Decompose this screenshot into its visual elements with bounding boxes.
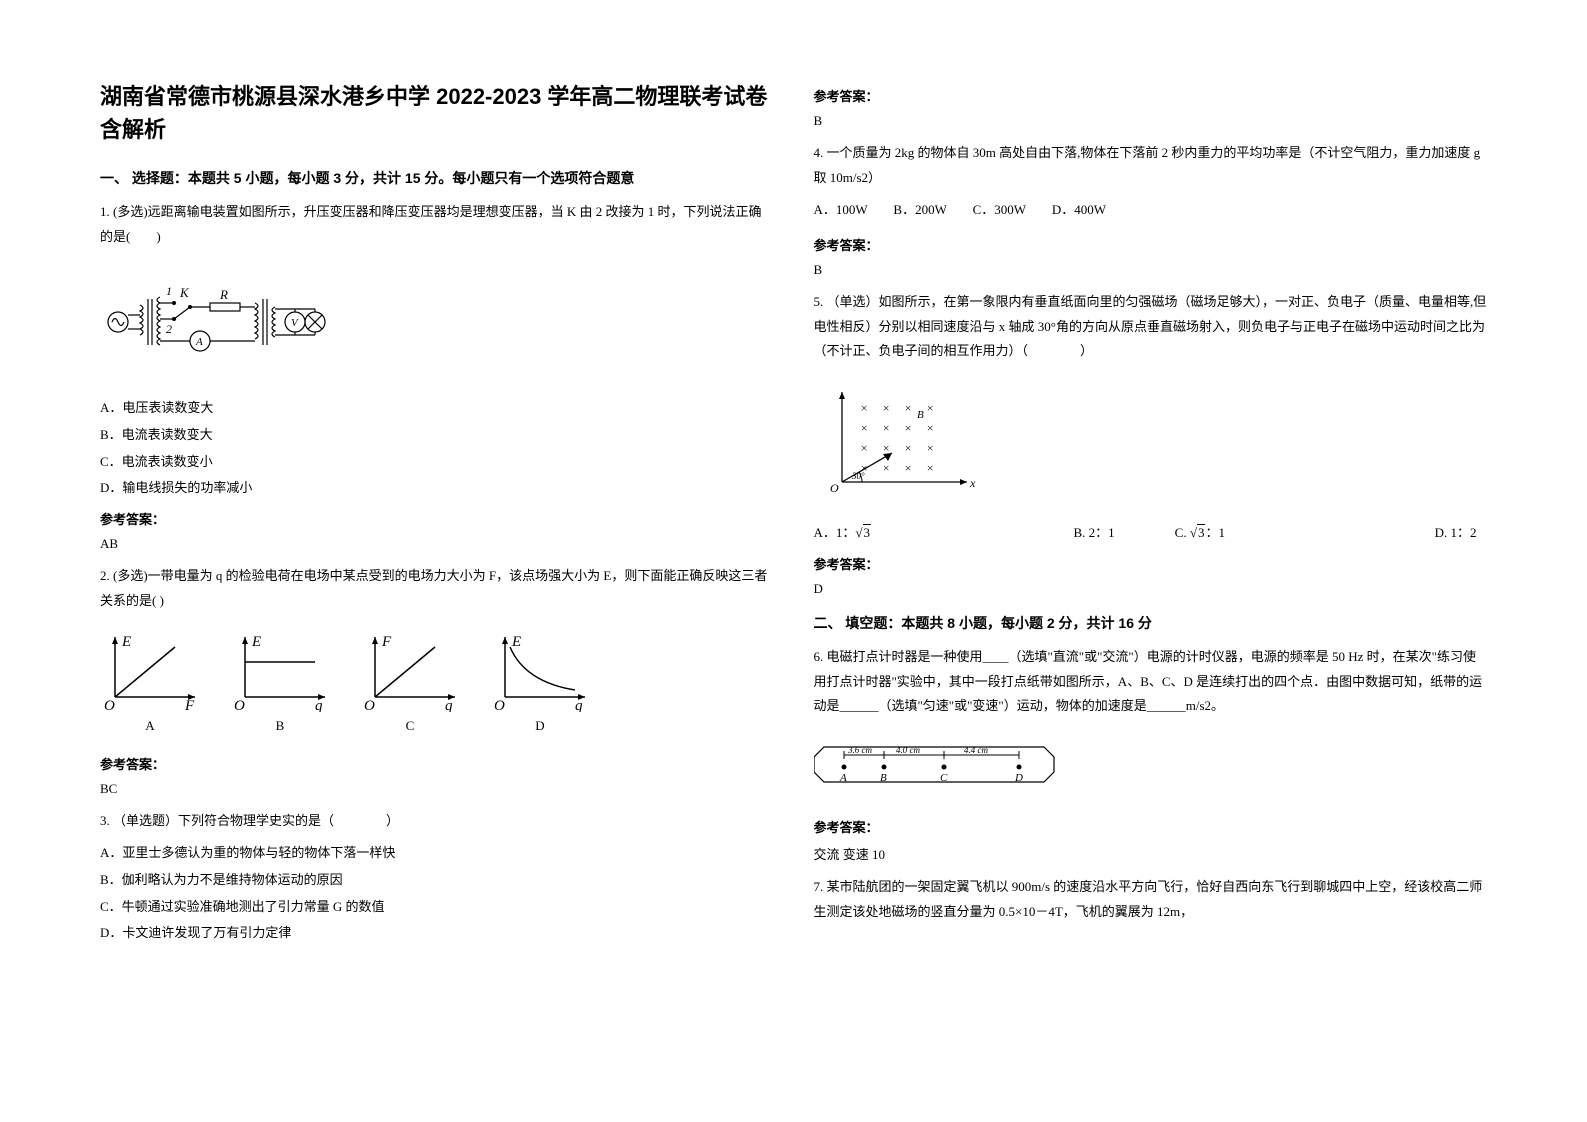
tape-d1: 3.6 cm bbox=[847, 745, 872, 755]
q3-answer-label: 参考答案： bbox=[814, 86, 1488, 105]
graph-d-x: q bbox=[575, 698, 583, 712]
tape-b: B bbox=[880, 772, 887, 784]
q5-answer: D bbox=[814, 581, 1488, 597]
switch-k-label: K bbox=[179, 285, 190, 300]
q5-stem: 5. （单选）如图所示，在第一象限内有垂直纸面向里的匀强磁场（磁场足够大），一对… bbox=[814, 290, 1488, 364]
svg-text:O: O bbox=[830, 481, 839, 495]
graph-c-label: C bbox=[406, 718, 415, 734]
tape-d2: 4.0 cm bbox=[896, 745, 920, 755]
svg-text:O: O bbox=[234, 698, 245, 712]
svg-text:×: × bbox=[926, 461, 934, 475]
section-1-header: 一、 选择题：本题共 5 小题，每小题 3 分，共计 15 分。每小题只有一个选… bbox=[100, 168, 774, 188]
q6-figure: A B C D 3.6 cm 4.0 cm 4.4 cm bbox=[814, 737, 1488, 797]
svg-text:×: × bbox=[860, 401, 868, 415]
q6-answer-label: 参考答案： bbox=[814, 817, 1488, 836]
svg-text:O: O bbox=[364, 698, 375, 712]
q5-answer-label: 参考答案： bbox=[814, 554, 1488, 573]
q5-opt-a: A．1：√3 bbox=[814, 521, 1014, 546]
svg-text:×: × bbox=[904, 461, 912, 475]
q6-answer: 交流 变速 10 bbox=[814, 844, 1488, 863]
field-b-label: B bbox=[917, 409, 924, 421]
q5-opt-b: B. 2：1 bbox=[1074, 521, 1115, 546]
graph-b-label: B bbox=[276, 718, 285, 734]
page-title: 湖南省常德市桃源县深水港乡中学 2022-2023 学年高二物理联考试卷含解析 bbox=[100, 80, 774, 146]
q1-opt-c: C．电流表读数变小 bbox=[100, 450, 774, 475]
q1-figure: 1 2 K R A V bbox=[100, 267, 774, 382]
graph-c-x: q bbox=[445, 698, 453, 712]
q5-opt-d: D. 1：2 bbox=[1435, 521, 1477, 546]
q7-stem: 7. 某市陆航团的一架固定翼飞机以 900m/s 的速度沿水平方向飞行，恰好自西… bbox=[814, 875, 1488, 924]
svg-text:×: × bbox=[926, 441, 934, 455]
svg-text:×: × bbox=[860, 421, 868, 435]
q2-stem: 2. (多选)一带电量为 q 的检验电荷在电场中某点受到的电场力大小为 F，该点… bbox=[100, 564, 774, 613]
left-column: 湖南省常德市桃源县深水港乡中学 2022-2023 学年高二物理联考试卷含解析 … bbox=[100, 80, 774, 1042]
tape-d: D bbox=[1014, 772, 1023, 784]
svg-text:O: O bbox=[104, 698, 115, 712]
q2-answer: BC bbox=[100, 781, 774, 797]
q4-answer: B bbox=[814, 262, 1488, 278]
ammeter-label: A bbox=[195, 336, 203, 348]
svg-text:×: × bbox=[882, 441, 890, 455]
q2-figure: E F O A E q O B bbox=[100, 632, 774, 734]
q3-stem: 3. （单选题）下列符合物理学史实的是（ ） bbox=[100, 809, 774, 834]
svg-text:×: × bbox=[904, 421, 912, 435]
graph-a-y: E bbox=[121, 634, 131, 650]
tap-2-label: 2 bbox=[166, 322, 172, 336]
q3-opt-a: A．亚里士多德认为重的物体与轻的物体下落一样快 bbox=[100, 841, 774, 866]
svg-text:×: × bbox=[860, 441, 868, 455]
right-column: 参考答案： B 4. 一个质量为 2kg 的物体自 30m 高处自由下落,物体在… bbox=[814, 80, 1488, 1042]
q3-opt-c: C．牛顿通过实验准确地测出了引力常量 G 的数值 bbox=[100, 895, 774, 920]
q5-figure: O x ×××× ×××× ×××× ×××× B 30° bbox=[822, 382, 1488, 507]
voltmeter-label: V bbox=[291, 317, 299, 329]
svg-text:×: × bbox=[926, 401, 934, 415]
q6-stem: 6. 电磁打点计时器是一种使用____（选填"直流"或"交流"）电源的计时仪器，… bbox=[814, 645, 1488, 719]
q1-answer-label: 参考答案： bbox=[100, 509, 774, 528]
q3-opt-b: B．伽利略认为力不是维持物体运动的原因 bbox=[100, 868, 774, 893]
q3-answer: B bbox=[814, 113, 1488, 129]
tape-a: A bbox=[839, 772, 847, 784]
resistor-r-label: R bbox=[219, 287, 228, 302]
tap-1-label: 1 bbox=[166, 284, 172, 298]
graph-a-label: A bbox=[145, 718, 154, 734]
q2-answer-label: 参考答案： bbox=[100, 754, 774, 773]
svg-text:×: × bbox=[882, 461, 890, 475]
svg-text:×: × bbox=[882, 421, 890, 435]
q1-opt-b: B．电流表读数变大 bbox=[100, 423, 774, 448]
q1-opt-d: D．输电线损失的功率减小 bbox=[100, 476, 774, 501]
q4-stem: 4. 一个质量为 2kg 的物体自 30m 高处自由下落,物体在下落前 2 秒内… bbox=[814, 141, 1488, 190]
svg-text:O: O bbox=[494, 698, 505, 712]
q1-opt-a: A．电压表读数变大 bbox=[100, 396, 774, 421]
q4-answer-label: 参考答案： bbox=[814, 235, 1488, 254]
q4-opts: A．100W B．200W C．300W D．400W bbox=[814, 198, 1488, 223]
graph-d-label: D bbox=[535, 718, 544, 734]
q3-opt-d: D．卡文迪许发现了万有引力定律 bbox=[100, 921, 774, 946]
q1-stem: 1. (多选)远距离输电装置如图所示，升压变压器和降压变压器均是理想变压器，当 … bbox=[100, 200, 774, 249]
graph-c-y: F bbox=[381, 634, 392, 650]
svg-text:×: × bbox=[926, 421, 934, 435]
q5-opt-c: C. √3：1 bbox=[1175, 521, 1375, 546]
tape-d3: 4.4 cm bbox=[964, 745, 988, 755]
x-axis-label: x bbox=[969, 476, 976, 490]
svg-text:×: × bbox=[904, 441, 912, 455]
section-2-header: 二、 填空题：本题共 8 小题，每小题 2 分，共计 16 分 bbox=[814, 613, 1488, 633]
svg-text:×: × bbox=[882, 401, 890, 415]
graph-d-y: E bbox=[511, 634, 521, 650]
graph-b-y: E bbox=[251, 634, 261, 650]
q1-answer: AB bbox=[100, 536, 774, 552]
svg-text:×: × bbox=[904, 401, 912, 415]
angle-label: 30° bbox=[851, 471, 865, 481]
graph-a-x: F bbox=[184, 698, 195, 712]
graph-b-x: q bbox=[315, 698, 323, 712]
tape-c: C bbox=[940, 772, 948, 784]
